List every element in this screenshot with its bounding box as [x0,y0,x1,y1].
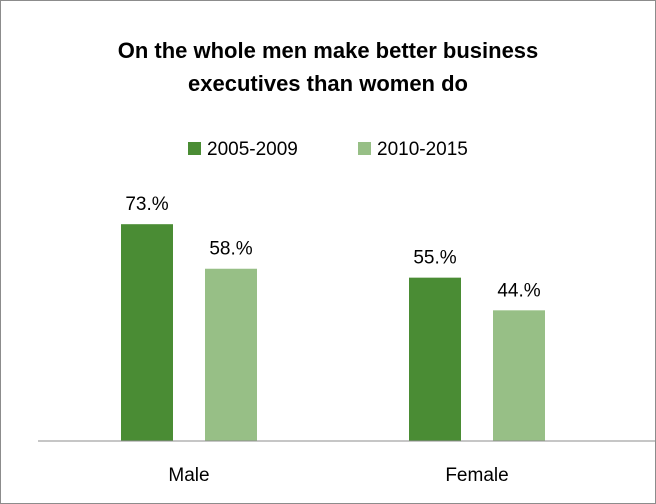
data-label-male-2010-2015: 58.% [209,239,252,260]
chart-title-line-1: On the whole men make better business [117,38,539,63]
bar-female-2010-2015 [493,310,545,441]
bar-male-2005-2009 [121,224,173,441]
legend-swatch-2005-2009 [188,142,201,155]
x-tick-label-male: Male [168,465,209,486]
data-label-male-2005-2009: 73.% [125,194,168,215]
legend: 2005-2009 2010-2015 [188,139,468,160]
bars: 73.% 58.% 55.% 44.% [121,194,545,441]
legend-label-2010-2015: 2010-2015 [377,139,468,160]
x-tick-label-female: Female [445,465,508,486]
chart-title: On the whole men make better business ex… [0,34,656,100]
data-label-female-2010-2015: 44.% [497,280,540,301]
data-label-female-2005-2009: 55.% [413,248,456,269]
chart-title-line-2: executives than women do [188,71,468,96]
legend-swatch-2010-2015 [358,142,371,155]
bar-female-2005-2009 [409,277,461,441]
bar-male-2010-2015 [205,268,257,441]
legend-label-2005-2009: 2005-2009 [207,139,298,160]
